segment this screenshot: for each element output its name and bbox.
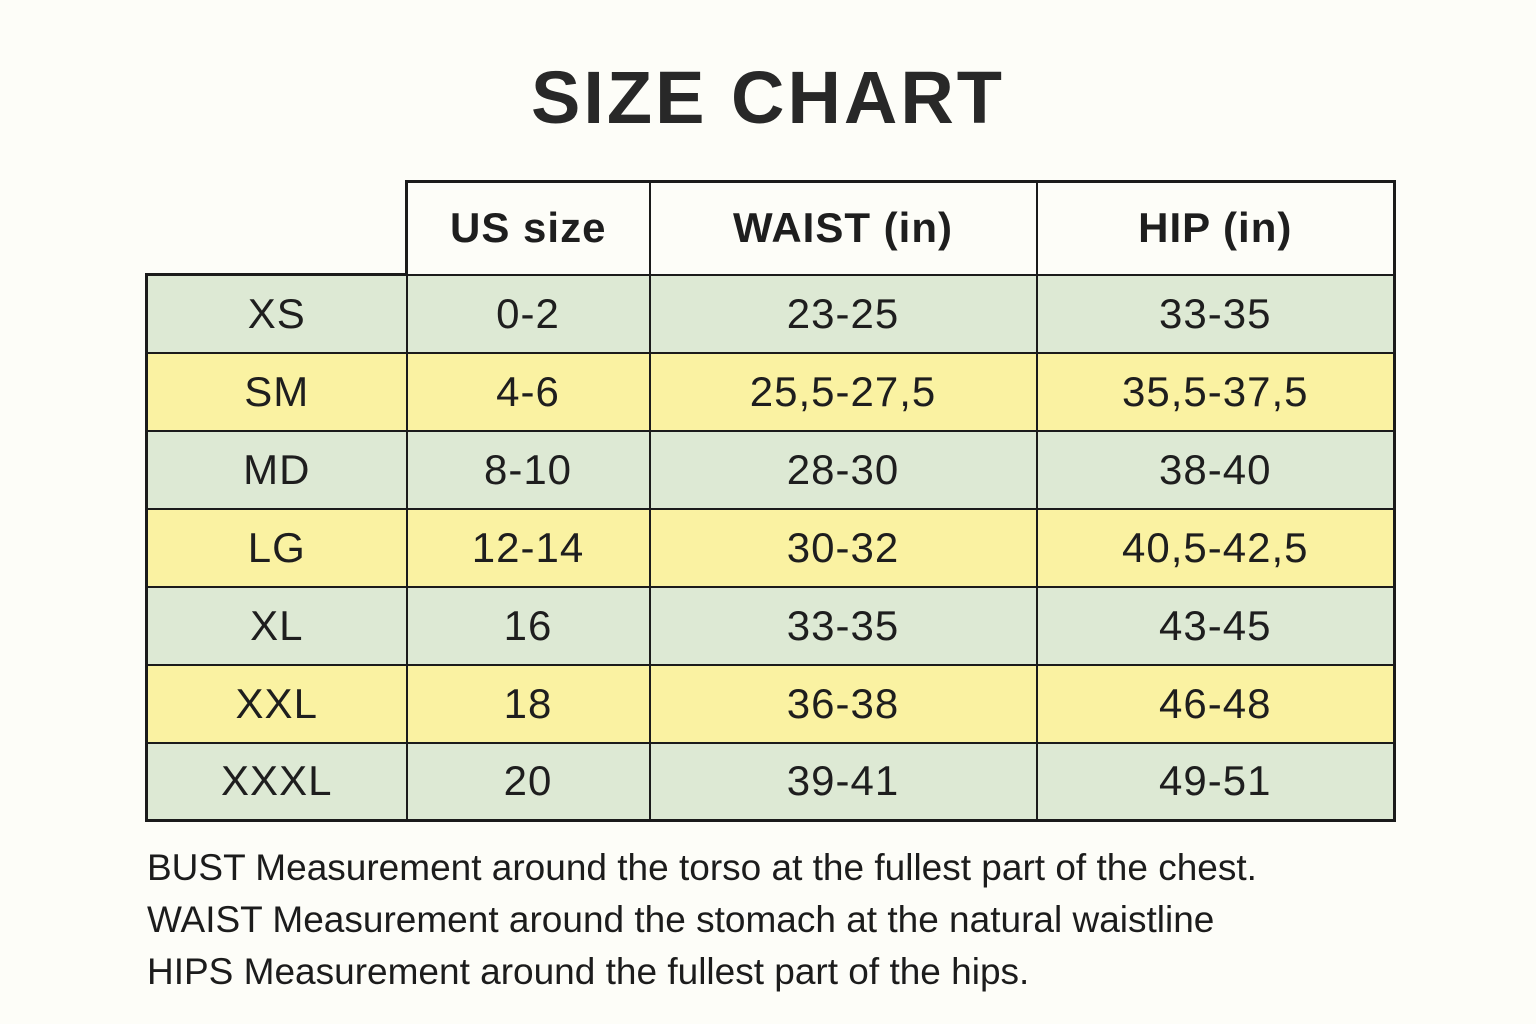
table-row: SM 4-6 25,5-27,5 35,5-37,5 (145, 351, 1396, 432)
us-size-cell: 8-10 (405, 429, 651, 510)
size-label-cell: LG (145, 507, 408, 588)
note-bust: BUST Measurement around the torso at the… (147, 847, 1257, 888)
measurement-notes: BUST Measurement around the torso at the… (147, 842, 1477, 998)
header-row: US size WAIST (in) HIP (in) (147, 180, 1396, 276)
size-label-cell: XS (145, 273, 408, 354)
us-size-cell: 12-14 (405, 507, 651, 588)
hip-cell: 46-48 (1035, 663, 1396, 744)
waist-cell: 39-41 (648, 741, 1038, 822)
waist-cell: 30-32 (648, 507, 1038, 588)
corner-empty-cell (147, 182, 407, 275)
size-label-cell: XXXL (145, 741, 408, 822)
size-chart-table: US size WAIST (in) HIP (in) XS 0-2 23-25… (145, 180, 1396, 822)
table-row: XXL 18 36-38 46-48 (145, 663, 1396, 744)
waist-cell: 23-25 (648, 273, 1038, 354)
column-header-us-size: US size (405, 180, 651, 276)
table-row: LG 12-14 30-32 40,5-42,5 (145, 507, 1396, 588)
us-size-cell: 4-6 (405, 351, 651, 432)
size-label-cell: MD (145, 429, 408, 510)
table-row: XL 16 33-35 43-45 (145, 585, 1396, 666)
table-header: US size WAIST (in) HIP (in) (147, 180, 1396, 276)
hip-cell: 40,5-42,5 (1035, 507, 1396, 588)
hip-cell: 33-35 (1035, 273, 1396, 354)
table-row: MD 8-10 28-30 38-40 (145, 429, 1396, 510)
note-hips: HIPS Measurement around the fullest part… (147, 951, 1030, 992)
us-size-cell: 0-2 (405, 273, 651, 354)
waist-cell: 36-38 (648, 663, 1038, 744)
page-title: SIZE CHART (531, 56, 1005, 139)
waist-cell: 25,5-27,5 (648, 351, 1038, 432)
column-header-hip: HIP (in) (1035, 180, 1396, 276)
table-row: XXXL 20 39-41 49-51 (145, 741, 1396, 822)
size-label-cell: XXL (145, 663, 408, 744)
table-row: XS 0-2 23-25 33-35 (145, 273, 1396, 354)
waist-cell: 33-35 (648, 585, 1038, 666)
column-header-waist: WAIST (in) (648, 180, 1038, 276)
hip-cell: 38-40 (1035, 429, 1396, 510)
us-size-cell: 18 (405, 663, 651, 744)
hip-cell: 43-45 (1035, 585, 1396, 666)
hip-cell: 35,5-37,5 (1035, 351, 1396, 432)
size-table-body: XS 0-2 23-25 33-35 SM 4-6 25,5-27,5 35,5… (145, 273, 1396, 822)
waist-cell: 28-30 (648, 429, 1038, 510)
hip-cell: 49-51 (1035, 741, 1396, 822)
note-waist: WAIST Measurement around the stomach at … (147, 899, 1215, 940)
size-label-cell: XL (145, 585, 408, 666)
us-size-cell: 20 (405, 741, 651, 822)
size-label-cell: SM (145, 351, 408, 432)
us-size-cell: 16 (405, 585, 651, 666)
